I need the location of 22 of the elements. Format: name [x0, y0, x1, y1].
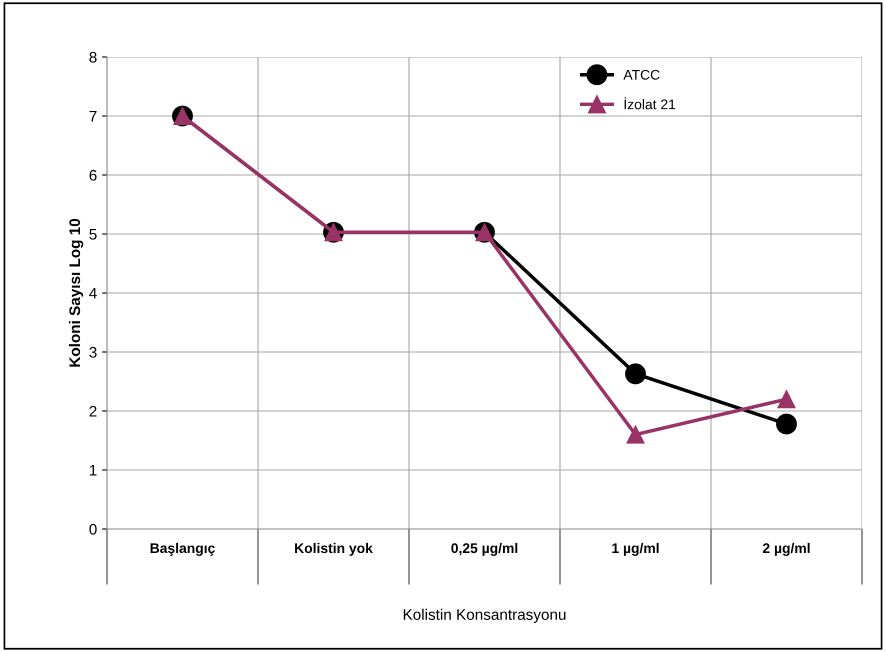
y-tick-label: 3 — [89, 346, 97, 358]
y-axis-title: Koloni Sayısı Log 10 — [68, 218, 84, 367]
y-tick-label: 5 — [89, 229, 97, 240]
x-tick-label: 1 µg/ml — [612, 542, 659, 556]
x-tick-label: 0,25 µg/ml — [451, 542, 518, 556]
y-tick-label: 1 — [90, 465, 97, 476]
point — [626, 426, 645, 444]
x-tick-label: Kolistin yok — [295, 542, 373, 556]
y-tick-label: 7 — [90, 111, 97, 122]
x-tick-label: Başlangıç — [150, 542, 215, 556]
point — [777, 390, 796, 408]
x-axis-title: Kolistin Konsantrasyonu — [404, 608, 566, 623]
x-tick-label: 2 µg/ml — [762, 542, 810, 556]
point — [625, 363, 646, 384]
legend-label: ATCC — [623, 70, 660, 80]
y-tick-label: 6 — [90, 170, 97, 181]
y-tick-label: 4 — [89, 288, 97, 299]
legend-label: İzolat 21 — [624, 97, 676, 110]
y-tick-label: 0 — [89, 524, 97, 535]
y-tick-label: 8 — [89, 52, 97, 63]
y-tick-label: 2 — [90, 406, 97, 417]
point — [776, 414, 797, 434]
